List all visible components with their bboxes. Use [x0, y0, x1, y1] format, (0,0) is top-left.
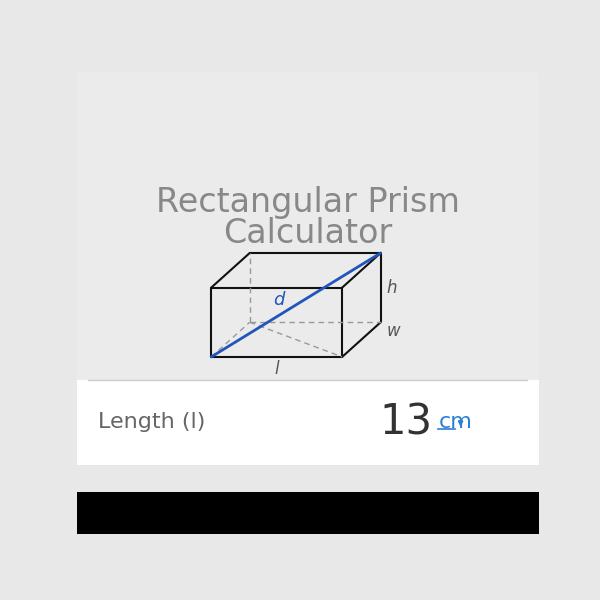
Bar	[77, 380, 539, 464]
FancyBboxPatch shape	[77, 72, 539, 394]
Bar	[77, 491, 539, 534]
Text: 13: 13	[379, 401, 432, 443]
Text: h: h	[387, 278, 397, 296]
Polygon shape	[458, 421, 463, 425]
Text: l: l	[274, 360, 279, 378]
Text: Calculator: Calculator	[223, 217, 392, 250]
Text: Length (l): Length (l)	[98, 412, 205, 433]
Text: cm: cm	[439, 412, 472, 433]
Text: w: w	[387, 322, 400, 340]
Text: d: d	[274, 292, 284, 310]
Text: Rectangular Prism: Rectangular Prism	[155, 187, 460, 220]
